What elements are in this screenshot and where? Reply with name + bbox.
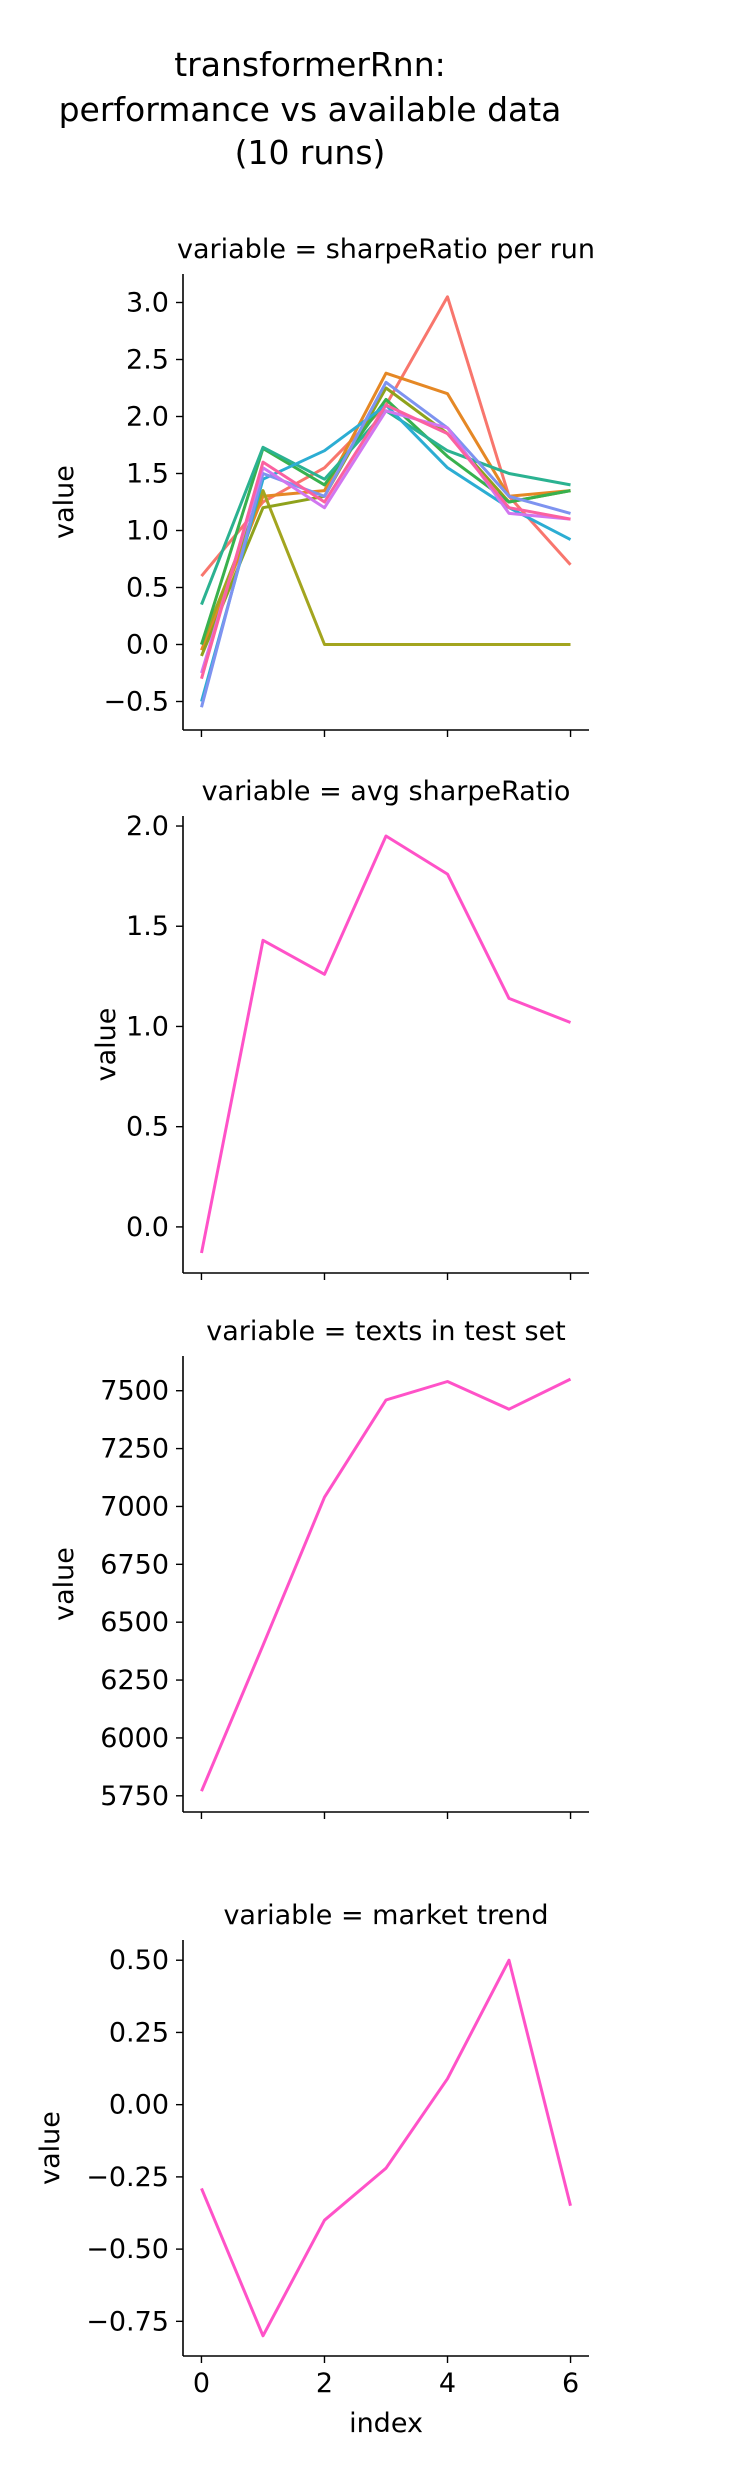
y-tick-label: 0.50 <box>109 1945 169 1976</box>
y-tick-label: 6750 <box>100 1549 169 1580</box>
y-tick-label: 7250 <box>100 1434 169 1465</box>
y-axis-label: value <box>49 465 80 539</box>
x-tick-label: 0 <box>193 2368 210 2399</box>
y-tick-label: 6500 <box>100 1607 169 1638</box>
x-tick-label: 2 <box>316 2368 333 2399</box>
facet-panels: variable = sharpeRatio per run −0.5 0.0 0.5… <box>35 234 595 2439</box>
panel-4-title: variable = market trend <box>223 1900 548 1931</box>
series-line-7 <box>200 403 572 702</box>
series-line-8 <box>200 380 571 708</box>
y-tick-label: −0.75 <box>86 2306 169 2337</box>
y-tick-label: 6000 <box>100 1723 169 1754</box>
y-tick-label: 7000 <box>100 1491 169 1522</box>
series-line-1 <box>200 1377 572 1792</box>
y-tick-label: 1.0 <box>126 1011 169 1042</box>
y-axis-label: value <box>91 1008 122 1082</box>
y-tick-label: 3.0 <box>126 288 169 319</box>
panel-1-title: variable = sharpeRatio per run <box>177 234 595 265</box>
y-tick-label: 7500 <box>100 1376 169 1407</box>
y-tick-label: 0.0 <box>126 630 169 661</box>
y-tick-label: 6250 <box>100 1665 169 1696</box>
panel-1: variable = sharpeRatio per run −0.5 0.0 0.5… <box>49 234 595 737</box>
x-tick-label: 6 <box>562 2368 579 2399</box>
y-tick-label: −0.25 <box>86 2162 169 2193</box>
panel-2-title: variable = avg sharpeRatio <box>202 776 571 807</box>
series-line-9 <box>200 409 571 674</box>
y-tick-label: 5750 <box>100 1781 169 1812</box>
y-tick-label: 0.5 <box>126 573 169 604</box>
y-tick-label: −0.50 <box>86 2234 169 2265</box>
y-tick-label: 1.5 <box>126 459 169 490</box>
panel-2: variable = avg sharpeRatio 0.0 0.5 1.0 1.5 2.… <box>91 776 589 1280</box>
y-tick-label: 0.0 <box>126 1212 169 1243</box>
panel-4: variable = market trend −0.75 −0.50 −0.25 0.… <box>35 1900 589 2439</box>
y-tick-label: 1.5 <box>126 911 169 942</box>
y-tick-label: 0.25 <box>109 2017 169 2048</box>
y-tick-label: 2.0 <box>126 811 169 842</box>
figure-title-line-3: (10 runs) <box>235 133 386 172</box>
y-tick-label: 2.5 <box>126 345 169 376</box>
figure-title-line-1: transformerRnn: <box>174 45 446 84</box>
panel-3-title: variable = texts in test set <box>206 1316 566 1347</box>
series-line-1 <box>200 1958 572 2338</box>
figure-title-line-2: performance vs available data <box>59 90 562 129</box>
y-axis-label: value <box>49 1547 80 1621</box>
series-line-3 <box>200 489 571 646</box>
series-line-1 <box>200 834 572 1254</box>
y-tick-label: 0.00 <box>109 2090 169 2121</box>
x-tick-label: 4 <box>439 2368 456 2399</box>
series-line-4 <box>200 386 571 657</box>
x-axis-label: index <box>349 2408 423 2439</box>
y-tick-label: 2.0 <box>126 402 169 433</box>
y-axis-label: value <box>35 2111 66 2185</box>
figure-title: transformerRnn: performance vs available… <box>59 45 562 172</box>
y-tick-label: −0.5 <box>103 687 169 718</box>
y-tick-label: 1.0 <box>126 516 169 547</box>
panel-3: variable = texts in test set 5750 6000 6250… <box>49 1316 589 1819</box>
y-tick-label: 0.5 <box>126 1112 169 1143</box>
series-line-10 <box>200 403 571 680</box>
series-line-1 <box>200 295 572 578</box>
